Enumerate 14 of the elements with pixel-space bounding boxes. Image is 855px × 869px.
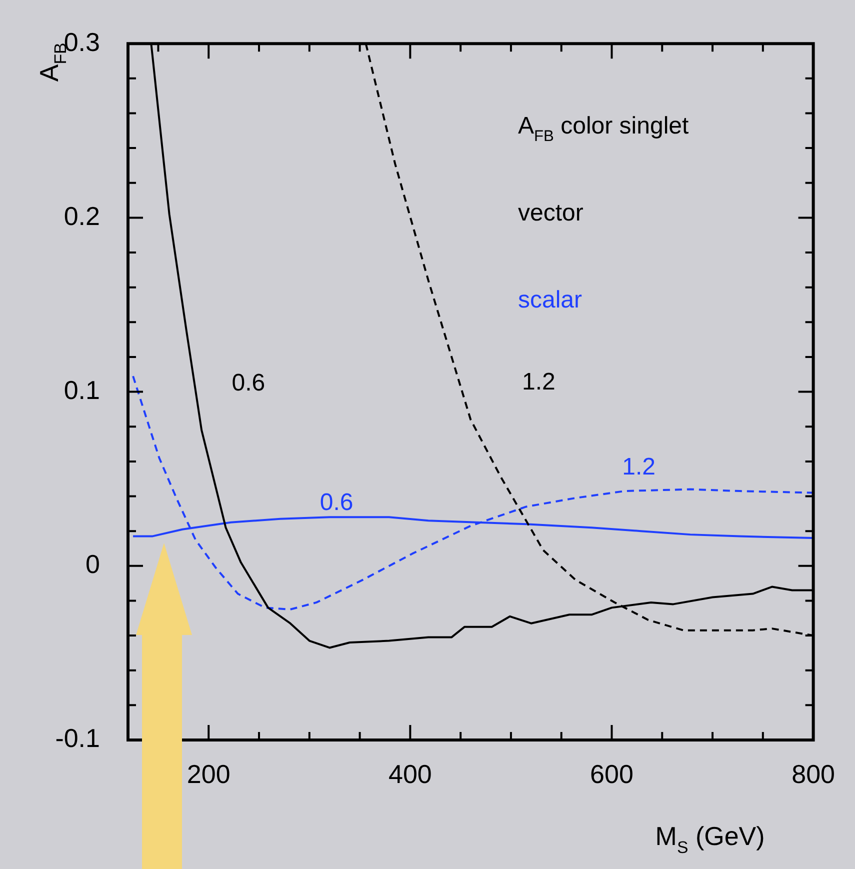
x-tick-label: 800 (792, 758, 836, 789)
y-tick-label: 0 (86, 549, 100, 580)
x-tick-label: 400 (388, 758, 432, 789)
y-tick-label: 0.1 (64, 374, 100, 405)
y-tick-label: -0.1 (55, 723, 100, 754)
y-tick-label: 0.2 (64, 200, 100, 231)
text: 1.2 (522, 368, 556, 396)
series-label: 0.6 (320, 488, 354, 516)
annotation: vector (518, 200, 584, 227)
x-tick-label: 200 (186, 758, 230, 789)
series-label: 0.6 (232, 369, 266, 396)
series-label: 1.2 (622, 454, 656, 481)
x-tick-label: 600 (590, 758, 634, 789)
annotation: scalar (518, 286, 582, 314)
